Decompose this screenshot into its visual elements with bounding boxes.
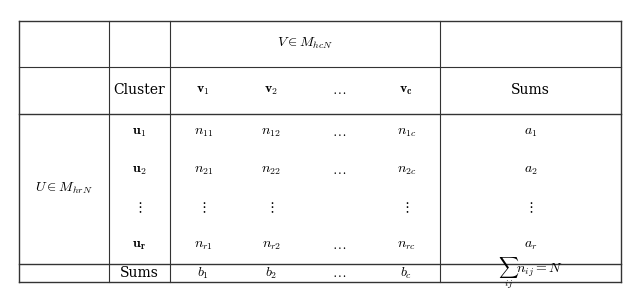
Text: $U \in M_{hrN}$: $U \in M_{hrN}$ xyxy=(35,181,93,196)
Text: $\mathbf{v_1}$: $\mathbf{v_1}$ xyxy=(196,83,211,97)
Text: $\vdots$: $\vdots$ xyxy=(403,200,410,215)
Text: $n_{12}$: $n_{12}$ xyxy=(261,125,281,139)
Text: $\ldots$: $\ldots$ xyxy=(332,238,346,252)
Text: $\mathbf{u_2}$: $\mathbf{u_2}$ xyxy=(132,163,147,177)
Text: $a_1$: $a_1$ xyxy=(524,125,537,139)
Text: $b_2$: $b_2$ xyxy=(265,265,277,281)
Text: $b_1$: $b_1$ xyxy=(197,265,209,281)
Text: $n_{21}$: $n_{21}$ xyxy=(194,163,213,177)
Text: $\vdots$: $\vdots$ xyxy=(200,200,207,215)
Text: $\sum_{ij} n_{ij} = N$: $\sum_{ij} n_{ij} = N$ xyxy=(498,255,563,291)
Text: $\ldots$: $\ldots$ xyxy=(332,83,346,97)
Text: $\vdots$: $\vdots$ xyxy=(268,200,275,215)
Text: Cluster: Cluster xyxy=(114,83,165,97)
Text: Sums: Sums xyxy=(120,266,159,280)
Text: $\vdots$: $\vdots$ xyxy=(136,200,143,215)
Text: $n_{rc}$: $n_{rc}$ xyxy=(397,238,416,252)
Text: $\ldots$: $\ldots$ xyxy=(332,266,346,280)
Text: $b_c$: $b_c$ xyxy=(401,265,413,281)
Text: $V \in M_{hcN}$: $V \in M_{hcN}$ xyxy=(277,36,333,51)
Text: $n_{11}$: $n_{11}$ xyxy=(194,125,213,139)
Text: $a_r$: $a_r$ xyxy=(524,238,538,252)
Text: $\mathbf{u_r}$: $\mathbf{u_r}$ xyxy=(132,238,147,252)
Text: $n_{2c}$: $n_{2c}$ xyxy=(397,163,416,177)
Text: $n_{r1}$: $n_{r1}$ xyxy=(194,238,213,252)
Text: $n_{r2}$: $n_{r2}$ xyxy=(262,238,281,252)
Text: $\mathbf{u_1}$: $\mathbf{u_1}$ xyxy=(132,125,147,139)
Text: $a_2$: $a_2$ xyxy=(524,163,538,177)
Text: $\vdots$: $\vdots$ xyxy=(527,200,534,215)
Text: $\ldots$: $\ldots$ xyxy=(332,125,346,139)
Text: Sums: Sums xyxy=(511,83,550,97)
Text: $n_{22}$: $n_{22}$ xyxy=(261,163,281,177)
Text: $\mathbf{v_2}$: $\mathbf{v_2}$ xyxy=(264,83,278,97)
Text: $\ldots$: $\ldots$ xyxy=(332,163,346,177)
Text: $\mathbf{v_c}$: $\mathbf{v_c}$ xyxy=(399,83,413,97)
Text: $n_{1c}$: $n_{1c}$ xyxy=(397,125,416,139)
